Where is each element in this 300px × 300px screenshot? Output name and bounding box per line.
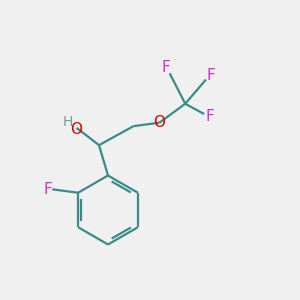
Text: F: F [205, 109, 214, 124]
Text: F: F [206, 68, 215, 82]
Text: F: F [162, 61, 170, 76]
Text: O: O [70, 122, 83, 137]
Text: O: O [153, 115, 165, 130]
Text: H: H [63, 115, 74, 129]
Text: F: F [44, 182, 52, 197]
